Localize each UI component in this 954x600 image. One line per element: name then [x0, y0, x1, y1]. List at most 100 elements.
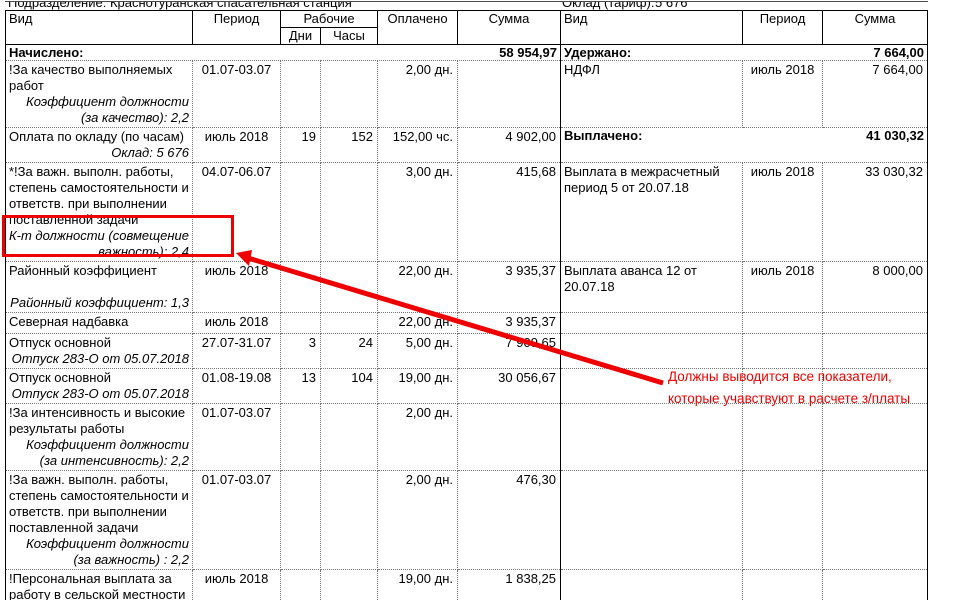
cell-paid: 2,00 дн. — [377, 470, 458, 570]
accrued-label: Начислено: — [9, 45, 84, 60]
cell-sum: 415,68 — [457, 162, 561, 262]
cell-empty — [560, 312, 743, 334]
top-divider-line — [5, 1, 928, 2]
cell-kind: Оплата по окладу (по часам) Оклад: 5 676 — [5, 127, 193, 163]
cell-period: 04.07-06.07 — [192, 162, 281, 262]
cell-kind-highlighted: *!За важн. выполн. работы, степень самос… — [5, 162, 193, 262]
header-kind-right: Вид — [560, 10, 743, 45]
cell-hours: 24 — [320, 333, 378, 369]
cell-empty — [822, 333, 928, 369]
cell-kind: !За качество выполняемых работ Коэффицие… — [5, 60, 193, 128]
cell-sum: 7 909,65 — [457, 333, 561, 369]
cell-period: 27.07-31.07 — [192, 333, 281, 369]
cell-empty — [742, 312, 823, 334]
cell-empty — [560, 569, 743, 600]
table-row: *!За важн. выполн. работы, степень самос… — [5, 162, 928, 262]
table-header: Вид Период Рабочие Оплачено Сумма Вид Пе… — [5, 10, 928, 45]
cell-days — [280, 470, 321, 570]
cell-kind: !За интенсивность и высокие результаты р… — [5, 403, 193, 471]
cell-period-right: июль 2018 — [742, 261, 823, 313]
cell-empty — [560, 333, 743, 369]
cell-empty — [742, 470, 823, 570]
table-row: Районный коэффициент Районный коэффициен… — [5, 261, 928, 313]
cell-kind: !Персональная выплата за работу в сельск… — [5, 569, 193, 600]
table-row: !За качество выполняемых работ Коэффицие… — [5, 60, 928, 128]
cell-paid: 2,00 дн. — [377, 60, 458, 128]
cell-period-right: июль 2018 — [742, 60, 823, 128]
cell-sum: 3 935,37 — [457, 261, 561, 313]
cell-hours: 104 — [320, 368, 378, 404]
cell-kind: Районный коэффициент Районный коэффициен… — [5, 261, 193, 313]
cell-paid: 19,00 дн. — [377, 368, 458, 404]
cell-sum-right: 33 030,32 — [822, 162, 928, 262]
cell-period: июль 2018 — [192, 312, 281, 334]
table-row: Отпуск основной Отпуск 283-О от 05.07.20… — [5, 333, 928, 369]
cell-sum — [457, 60, 561, 128]
cell-paid: 152,00 чс. — [377, 127, 458, 163]
cell-empty — [822, 312, 928, 334]
cell-period: июль 2018 — [192, 127, 281, 163]
cell-hours: 152 — [320, 127, 378, 163]
cell-kind-right: Выплата в межрасчетный период 5 от 20.07… — [560, 162, 743, 262]
cell-sum-right: 8 000,00 — [822, 261, 928, 313]
cell-kind: Отпуск основной Отпуск 283-О от 05.07.20… — [5, 368, 193, 404]
cell-period: 01.07-03.07 — [192, 60, 281, 128]
cell-empty — [822, 470, 928, 570]
cell-days: 19 — [280, 127, 321, 163]
annotation-note-line1: Должны выводится все показатели, — [668, 369, 892, 384]
cell-hours — [320, 569, 378, 600]
table-row: !За важн. выполн. работы, степень самост… — [5, 470, 928, 570]
header-hours: Часы — [320, 27, 378, 45]
header-sum-right: Сумма — [822, 10, 928, 45]
cell-hours — [320, 403, 378, 471]
header-period-right: Период — [742, 10, 823, 45]
cell-days — [280, 261, 321, 313]
paid-out-label: Выплачено: — [564, 128, 643, 143]
cell-sum-right: 7 664,00 — [822, 60, 928, 128]
cell-days — [280, 162, 321, 262]
cell-empty — [742, 403, 823, 471]
table-row: Северная надбавка июль 2018 22,00 дн. 3 … — [5, 312, 928, 334]
cell-hours — [320, 60, 378, 128]
paid-out-total: 41 030,32 — [866, 128, 924, 143]
cell-empty — [822, 569, 928, 600]
department-line: Подразделение: Краснотуранская спасатель… — [8, 2, 352, 10]
cell-hours — [320, 312, 378, 334]
header-working: Рабочие — [280, 10, 378, 28]
cell-sum: 4 902,00 — [457, 127, 561, 163]
cell-paid: 2,00 дн. — [377, 403, 458, 471]
cell-sum — [457, 403, 561, 471]
cell-period: 01.07-03.07 — [192, 403, 281, 471]
cell-sum: 30 056,67 — [457, 368, 561, 404]
cell-paid: 22,00 дн. — [377, 261, 458, 313]
table-row: !Персональная выплата за работу в сельск… — [5, 569, 928, 600]
cell-kind: !За важн. выполн. работы, степень самост… — [5, 470, 193, 570]
cell-period-right: июль 2018 — [742, 162, 823, 262]
cell-days — [280, 60, 321, 128]
cell-sum: 1 838,25 — [457, 569, 561, 600]
cell-hours — [320, 162, 378, 262]
paid-out-section-cell: Выплачено: 41 030,32 — [560, 127, 928, 163]
cell-empty — [742, 569, 823, 600]
table-row: Оплата по окладу (по часам) Оклад: 5 676… — [5, 127, 928, 163]
cell-empty — [822, 403, 928, 471]
salary-tariff-value: 5 676 — [655, 2, 688, 10]
section-row-accrued-withheld: Начислено: 58 954,97 Удержано: 7 664,00 — [5, 44, 928, 61]
cell-period: 01.07-03.07 — [192, 470, 281, 570]
header-kind: Вид — [5, 10, 193, 45]
cell-kind: Отпуск основной Отпуск 283-О от 05.07.20… — [5, 333, 193, 369]
cell-empty — [560, 470, 743, 570]
withheld-total: 7 664,00 — [873, 45, 924, 60]
cell-sum: 3 935,37 — [457, 312, 561, 334]
annotation-note: Должны выводится все показатели, которые… — [668, 366, 910, 410]
cell-kind-right: НДФЛ — [560, 60, 743, 128]
cell-days: 13 — [280, 368, 321, 404]
cell-days — [280, 312, 321, 334]
top-clipped-row: Подразделение: Краснотуранская спасатель… — [0, 2, 954, 10]
cell-kind-right: Выплата аванса 12 от 20.07.18 — [560, 261, 743, 313]
cell-period: июль 2018 — [192, 261, 281, 313]
header-sum: Сумма — [457, 10, 561, 45]
cell-days — [280, 569, 321, 600]
header-days: Дни — [280, 27, 321, 45]
